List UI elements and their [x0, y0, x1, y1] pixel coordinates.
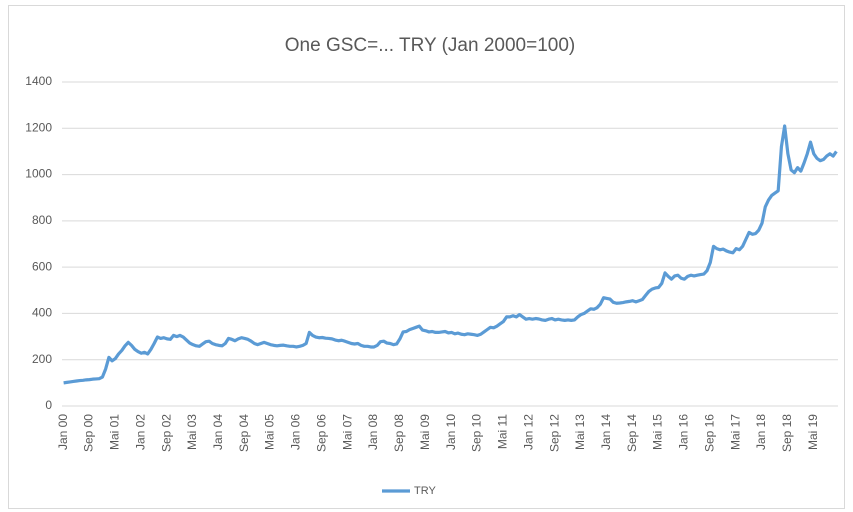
x-tick-label: Mai 05: [263, 414, 277, 450]
x-tick-label: Sep 14: [625, 414, 639, 452]
x-tick-label: Mai 15: [651, 414, 665, 450]
x-tick-label: Jan 12: [521, 414, 535, 450]
x-tick-label: Jan 18: [754, 414, 768, 450]
x-tick-label: Sep 08: [392, 414, 406, 452]
x-tick-label: Mai 19: [806, 414, 820, 450]
x-tick-label: Mai 09: [418, 414, 432, 450]
x-tick-label: Sep 04: [237, 414, 251, 452]
y-tick-label: 1000: [25, 167, 52, 181]
x-tick-label: Sep 10: [470, 414, 484, 452]
x-tick-label: Jan 14: [599, 414, 613, 450]
x-tick-label: Jan 10: [444, 414, 458, 450]
x-tick-label: Mai 01: [108, 414, 122, 450]
x-tick-label: Jan 06: [289, 414, 303, 450]
x-tick-label: Mai 03: [185, 414, 199, 450]
x-tick-label: Mai 13: [573, 414, 587, 450]
x-tick-label: Sep 12: [547, 414, 561, 452]
x-tick-label: Mai 07: [340, 414, 354, 450]
y-tick-label: 400: [32, 306, 52, 320]
x-tick-label: Sep 18: [780, 414, 794, 452]
x-tick-label: Mai 11: [496, 414, 510, 449]
x-tick-label: Jan 00: [56, 414, 70, 450]
x-tick-label: Sep 02: [159, 414, 173, 452]
y-tick-label: 1400: [25, 74, 52, 88]
x-tick-label: Sep 16: [702, 414, 716, 452]
y-tick-label: 800: [32, 213, 52, 227]
y-tick-label: 600: [32, 259, 52, 273]
y-tick-label: 0: [45, 398, 52, 412]
x-tick-label: Mai 17: [728, 414, 742, 450]
x-tick-label: Jan 04: [211, 414, 225, 450]
line: [63, 124, 838, 385]
x-tick-label: Jan 08: [366, 414, 380, 450]
y-tick-label: 200: [32, 352, 52, 366]
x-tick-label: Jan 16: [677, 414, 691, 450]
chart-title: One GSC=... TRY (Jan 2000=100): [285, 35, 575, 56]
x-tick-label: Jan 02: [133, 414, 147, 450]
x-tick-label: Sep 00: [82, 414, 96, 452]
legend-label: TRY: [414, 485, 436, 497]
x-tick-label: Sep 06: [314, 414, 328, 452]
y-tick-label: 1200: [25, 120, 52, 134]
chart-border: [8, 5, 845, 509]
